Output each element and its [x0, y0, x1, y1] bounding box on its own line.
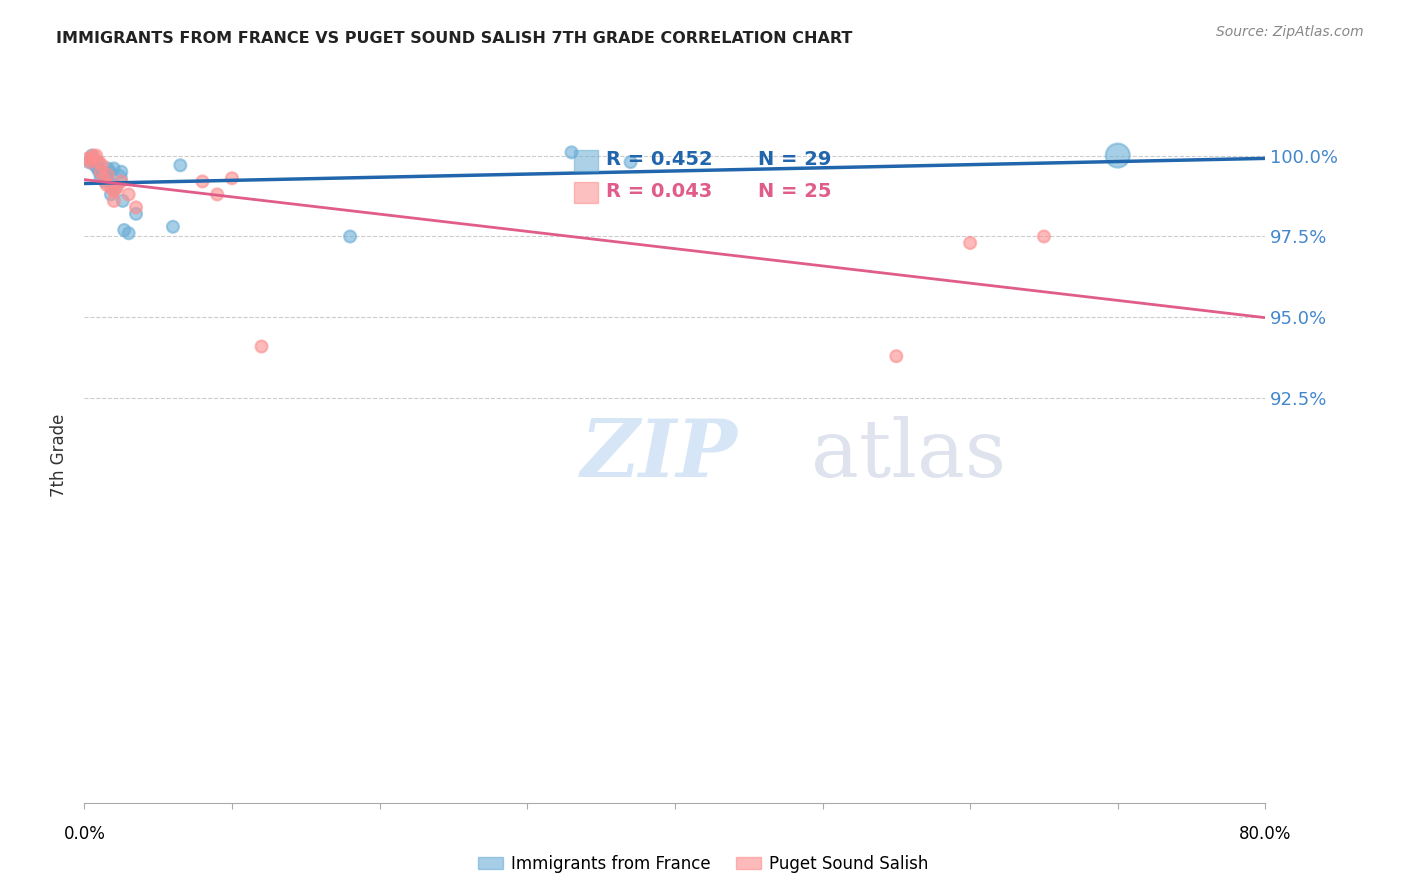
Point: [86, 155, 108, 169]
Point: [125, 200, 148, 214]
Point: [97, 161, 120, 176]
Point: [91, 168, 114, 182]
Point: [619, 155, 641, 169]
Point: [250, 339, 273, 353]
Point: [103, 161, 125, 176]
Point: [84, 148, 107, 162]
FancyBboxPatch shape: [575, 150, 598, 171]
Point: [100, 181, 122, 195]
Point: [87, 165, 111, 179]
Text: R = 0.043: R = 0.043: [606, 183, 713, 202]
Legend: Immigrants from France, Puget Sound Salish: Immigrants from France, Puget Sound Sali…: [471, 848, 935, 880]
Point: [97, 168, 120, 182]
Point: [100, 187, 122, 202]
Point: [76, 152, 98, 166]
Point: [93, 171, 115, 186]
Point: [959, 235, 981, 250]
Text: IMMIGRANTS FROM FRANCE VS PUGET SOUND SALISH 7TH GRADE CORRELATION CHART: IMMIGRANTS FROM FRANCE VS PUGET SOUND SA…: [56, 31, 852, 46]
Text: R = 0.452: R = 0.452: [606, 150, 713, 169]
Point: [162, 219, 184, 234]
Point: [80, 148, 103, 162]
Point: [82, 148, 104, 162]
Point: [169, 158, 191, 172]
Point: [118, 226, 141, 240]
Point: [87, 155, 111, 169]
Point: [110, 174, 132, 188]
Text: ZIP: ZIP: [581, 417, 737, 493]
Point: [79, 155, 101, 169]
Text: 80.0%: 80.0%: [1239, 825, 1292, 843]
Point: [560, 145, 583, 160]
Point: [125, 207, 148, 221]
Text: 0.0%: 0.0%: [63, 825, 105, 843]
FancyBboxPatch shape: [575, 182, 598, 203]
Point: [886, 349, 908, 363]
Point: [103, 194, 125, 208]
Point: [107, 171, 129, 186]
Point: [191, 174, 214, 188]
Point: [110, 165, 132, 179]
Text: atlas: atlas: [811, 416, 1005, 494]
Text: N = 29: N = 29: [758, 150, 831, 169]
Point: [221, 171, 243, 186]
Point: [83, 158, 105, 172]
Y-axis label: 7th Grade: 7th Grade: [51, 413, 69, 497]
Point: [103, 178, 125, 192]
Point: [77, 155, 100, 169]
Text: Source: ZipAtlas.com: Source: ZipAtlas.com: [1216, 25, 1364, 39]
Point: [339, 229, 361, 244]
Point: [80, 152, 103, 166]
Point: [205, 187, 228, 202]
Point: [91, 158, 114, 172]
Point: [103, 184, 125, 198]
Point: [96, 178, 118, 192]
Point: [80, 152, 103, 166]
Point: [1032, 229, 1054, 244]
Point: [1107, 148, 1129, 162]
Point: [90, 165, 112, 179]
Point: [96, 168, 118, 182]
Point: [94, 174, 117, 188]
Point: [111, 194, 134, 208]
Point: [86, 161, 108, 176]
Point: [90, 171, 112, 186]
Point: [98, 165, 121, 179]
Text: N = 25: N = 25: [758, 183, 831, 202]
Point: [104, 181, 127, 195]
Point: [112, 223, 135, 237]
Point: [105, 181, 128, 195]
Point: [118, 187, 141, 202]
